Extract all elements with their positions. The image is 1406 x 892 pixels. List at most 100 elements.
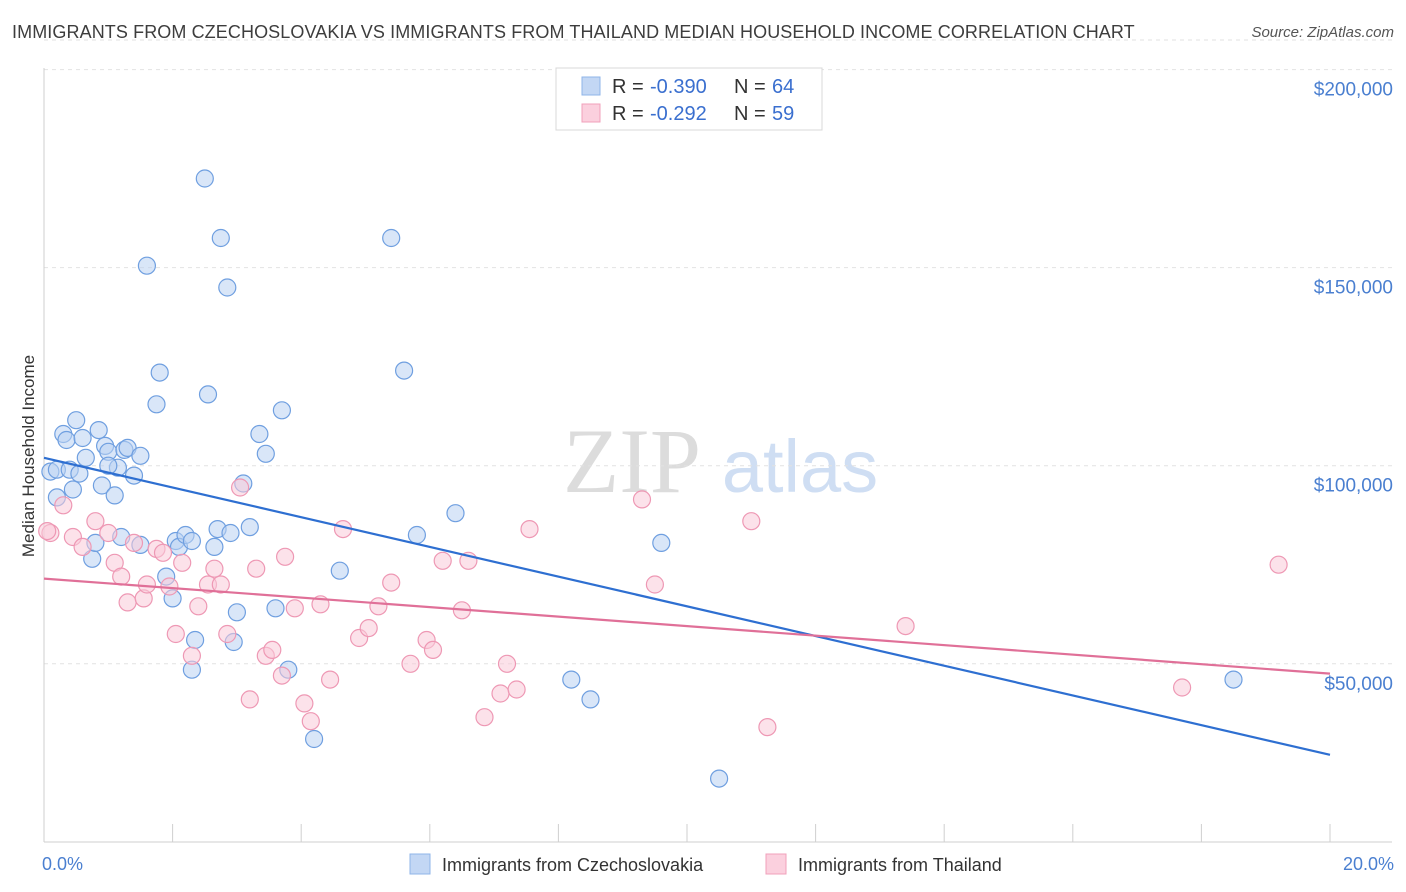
watermark: ZIP atlas [563, 410, 878, 512]
point-czech-51 [395, 361, 414, 380]
point-thailand-42 [423, 640, 443, 660]
point-thailand-50 [520, 519, 539, 539]
point-czech-49 [330, 561, 349, 580]
point-czech-21 [137, 256, 156, 275]
point-thailand-8 [118, 593, 137, 612]
point-thailand-17 [182, 646, 201, 665]
trend-lines [43, 456, 1331, 756]
bottom-legend-label-thailand: Immigrants from Thailand [798, 855, 1002, 875]
point-czech-20 [131, 446, 150, 465]
point-thailand-3 [73, 537, 92, 557]
point-thailand-56 [1172, 678, 1192, 697]
bottom-legend-label-czech: Immigrants from Czechoslovakia [442, 855, 704, 875]
point-czech-45 [266, 599, 285, 618]
point-thailand-15 [166, 624, 185, 644]
point-czech-12 [92, 476, 112, 495]
y-tick-label-200000: $200,000 [1314, 80, 1393, 101]
point-thailand-25 [247, 559, 266, 578]
legend-swatch-thailand [581, 103, 601, 123]
x-tick-min: 0.0% [42, 854, 83, 874]
point-czech-29 [182, 531, 201, 551]
point-thailand-49 [507, 680, 526, 699]
point-czech-48 [305, 729, 324, 749]
point-thailand-31 [295, 694, 314, 713]
point-czech-50 [382, 228, 401, 248]
legend-r-label-czech: R = [612, 76, 644, 98]
point-thailand-9 [124, 533, 144, 553]
point-thailand-30 [285, 599, 304, 618]
point-czech-34 [205, 537, 224, 557]
point-czech-8 [76, 448, 95, 467]
watermark-atlas: atlas [722, 425, 878, 508]
y-tick-labels: $50,000 $100,000 $150,000 $200,000 [1314, 80, 1393, 695]
point-thailand-53 [742, 512, 761, 531]
point-czech-44 [256, 444, 275, 463]
point-thailand-18 [189, 597, 208, 616]
point-czech-32 [195, 169, 214, 188]
legend-n-label-czech: N = [734, 76, 766, 98]
legend-r-label-thailand: R = [612, 103, 644, 125]
point-czech-30 [186, 630, 205, 650]
trend-line-thailand [43, 577, 1331, 675]
point-thailand-57 [1269, 555, 1288, 574]
point-thailand-21 [211, 575, 230, 594]
point-thailand-40 [401, 654, 420, 673]
point-czech-60 [73, 428, 92, 448]
bottom-legend: Immigrants from Czechoslovakia Immigrant… [409, 853, 1002, 875]
point-czech-19 [124, 466, 144, 485]
point-thailand-7 [112, 567, 131, 586]
point-thailand-1 [54, 496, 73, 515]
chart-title: IMMIGRANTS FROM CZECHOSLOVAKIA VS IMMIGR… [12, 22, 1135, 42]
point-thailand-16 [173, 553, 192, 572]
point-thailand-48 [497, 654, 517, 673]
source-credit: Source: ZipAtlas.com [1251, 24, 1394, 41]
point-czech-23 [147, 395, 166, 414]
point-czech-11 [89, 421, 108, 440]
point-thailand-29 [276, 547, 295, 566]
point-thailand-37 [359, 618, 378, 638]
point-thailand-34 [321, 670, 340, 689]
point-czech-46 [272, 401, 291, 420]
point-czech-53 [446, 504, 465, 523]
point-thailand-23 [231, 478, 250, 497]
x-tick-max: 20.0% [1343, 854, 1394, 874]
trend-line-czech [43, 456, 1331, 756]
point-thailand-51 [632, 490, 652, 509]
point-thailand-22 [218, 624, 237, 644]
legend-n-value-czech: 64 [772, 76, 794, 98]
watermark-zip: ZIP [563, 410, 701, 512]
point-czech-59 [99, 456, 118, 475]
point-thailand-11 [137, 575, 156, 594]
point-czech-5 [63, 480, 83, 499]
point-czech-40 [227, 603, 246, 622]
point-czech-43 [250, 424, 269, 444]
point-thailand-5 [99, 523, 118, 543]
point-thailand-27 [263, 640, 282, 660]
point-czech-55 [581, 690, 600, 709]
point-thailand-54 [758, 717, 777, 737]
point-thailand-39 [382, 573, 401, 592]
y-tick-label-150000: $150,000 [1314, 278, 1393, 299]
point-czech-54 [562, 670, 581, 689]
point-czech-24 [150, 363, 169, 382]
point-thailand-55 [896, 616, 915, 636]
point-thailand-28 [272, 666, 291, 685]
point-czech-15 [105, 486, 124, 505]
y-axis-title: Median Household Income [19, 355, 38, 557]
point-czech-52 [407, 525, 426, 545]
point-czech-36 [211, 228, 230, 248]
legend-r-value-czech: -0.390 [650, 76, 707, 98]
point-thailand-52 [645, 575, 665, 594]
point-thailand-38 [369, 597, 388, 616]
point-thailand-43 [433, 551, 452, 570]
point-czech-58 [1224, 670, 1243, 689]
point-czech-38 [221, 523, 240, 543]
scatter-points [38, 169, 1288, 788]
legend-box: R = -0.390 N = 64 R = -0.292 N = 59 [555, 67, 823, 131]
point-czech-56 [652, 533, 671, 553]
point-thailand-58 [38, 521, 57, 541]
point-czech-3 [57, 430, 76, 450]
point-thailand-46 [475, 708, 494, 727]
point-thailand-24 [240, 690, 259, 709]
